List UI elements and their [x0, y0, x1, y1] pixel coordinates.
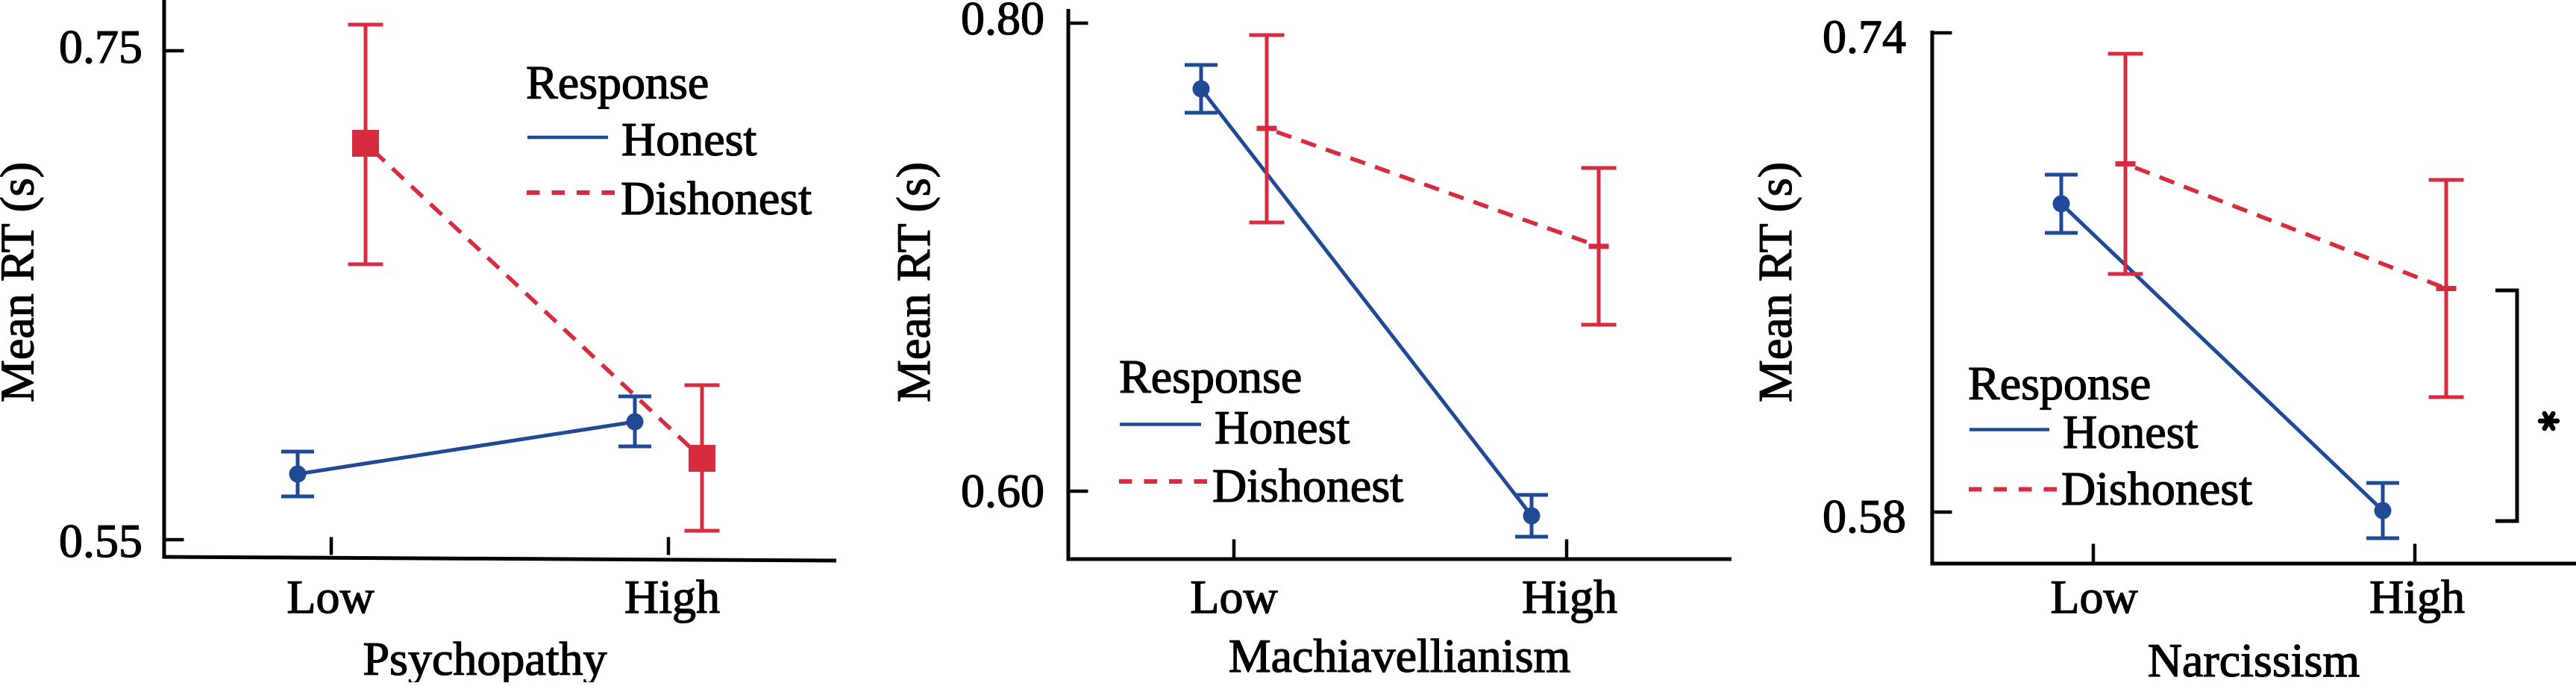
svg-text:Mean RT (s): Mean RT (s): [1749, 162, 1802, 402]
svg-text:0.58: 0.58: [1823, 490, 1906, 543]
svg-text:Machiavellianism: Machiavellianism: [1229, 629, 1571, 682]
svg-text:0.60: 0.60: [961, 464, 1044, 517]
svg-text:0.75: 0.75: [59, 20, 142, 73]
svg-text:Honest: Honest: [2063, 405, 2199, 458]
svg-text:Dishonest: Dishonest: [2061, 462, 2252, 515]
svg-text:Low: Low: [2050, 570, 2137, 623]
svg-text:Response: Response: [526, 56, 709, 109]
svg-text:Dishonest: Dishonest: [1212, 459, 1403, 512]
svg-text:Mean RT (s): Mean RT (s): [887, 162, 940, 402]
svg-text:Dishonest: Dishonest: [621, 172, 812, 225]
svg-text:Narcissism: Narcissism: [2148, 634, 2360, 682]
svg-text:Honest: Honest: [621, 113, 757, 166]
svg-text:High: High: [624, 570, 720, 623]
svg-text:0.55: 0.55: [59, 514, 142, 567]
svg-text:Low: Low: [286, 570, 374, 623]
svg-text:0.74: 0.74: [1823, 10, 1906, 63]
svg-text:High: High: [1522, 570, 1617, 623]
svg-text:0.80: 0.80: [961, 0, 1044, 45]
svg-text:Mean RT (s): Mean RT (s): [0, 162, 44, 402]
svg-text:Response: Response: [1968, 357, 2151, 410]
svg-text:Response: Response: [1119, 350, 1302, 403]
svg-text:High: High: [2369, 570, 2465, 623]
svg-text:Honest: Honest: [1215, 401, 1350, 454]
svg-text:Low: Low: [1190, 570, 1277, 623]
svg-text:Psychopathy: Psychopathy: [363, 632, 607, 682]
